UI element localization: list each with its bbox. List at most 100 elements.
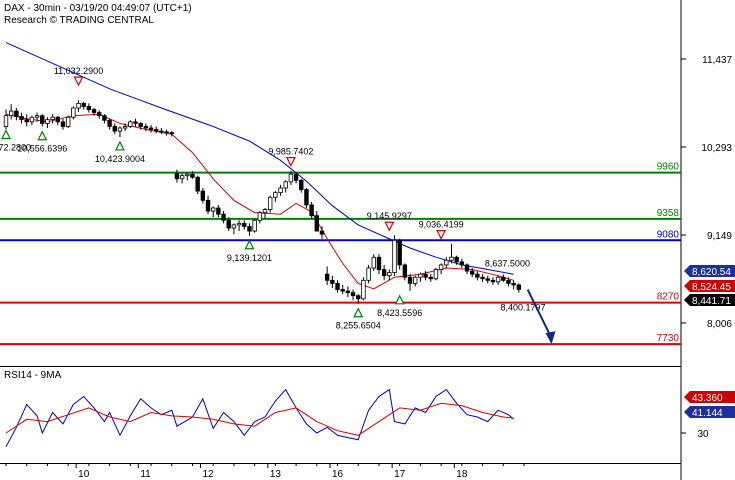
candle: [459, 258, 465, 268]
candle-body: [309, 204, 314, 217]
candle-body: [267, 196, 273, 210]
time-tick-label: 13: [270, 469, 282, 480]
annotation-label: 8,255.6504: [336, 321, 381, 331]
annotation-label: 9,139.1201: [227, 253, 272, 263]
candle-body: [356, 295, 361, 300]
candle: [485, 275, 490, 284]
candle: [392, 235, 397, 276]
candle-body: [350, 292, 356, 297]
candle: [133, 118, 138, 127]
candle-body: [392, 239, 397, 274]
low-marker-icon: [1, 129, 11, 140]
candle: [242, 220, 247, 230]
candle-body: [174, 172, 180, 180]
rsi-tag: [684, 391, 735, 403]
price-tag: [684, 280, 735, 292]
price-tick-label: 11,437: [702, 55, 732, 66]
candle-body: [231, 224, 237, 229]
time-tick-label: 17: [394, 469, 406, 480]
candle-body: [293, 173, 299, 181]
candle: [210, 206, 216, 218]
candle: [480, 274, 485, 282]
candle: [81, 101, 86, 110]
candle-body: [495, 276, 501, 283]
candle: [309, 201, 314, 219]
candle: [76, 100, 81, 112]
candle-body: [154, 129, 159, 132]
annotation-label: 10,556.6396: [17, 144, 67, 154]
price-tick-label: 9,149: [707, 231, 732, 242]
annotation-label: 9,985.7402: [268, 147, 313, 157]
annotation-label: 11,032.2900: [54, 66, 103, 76]
candle-body: [24, 119, 29, 123]
candle-body: [516, 284, 522, 290]
candle-body: [216, 207, 221, 215]
price-tag-label: 8,524.45: [692, 282, 731, 293]
annotation-label: 9,036.4199: [419, 220, 464, 230]
candle-body: [428, 276, 433, 280]
candle-body: [449, 256, 454, 261]
candle-body: [65, 116, 71, 127]
candle: [257, 211, 263, 224]
candle-body: [91, 109, 97, 114]
candle: [366, 264, 371, 284]
candle: [371, 254, 376, 272]
candle: [50, 114, 55, 124]
level-label-7730: 7730: [657, 333, 680, 344]
rsi-title: RSI14 - 9MA: [4, 370, 62, 381]
candle: [40, 114, 45, 127]
candle: [221, 211, 226, 224]
candle: [86, 103, 92, 113]
candle: [112, 123, 117, 135]
candle-body: [475, 273, 480, 278]
candle: [252, 218, 257, 233]
candle: [438, 263, 444, 275]
candle-body: [511, 282, 516, 286]
candle-body: [397, 239, 402, 266]
candle-body: [45, 119, 50, 124]
candle: [19, 112, 24, 124]
candle: [407, 274, 413, 291]
candle: [164, 129, 169, 136]
candle-body: [330, 279, 335, 284]
candle: [29, 115, 35, 125]
candle-body: [60, 121, 66, 127]
rsi-line: [5, 388, 514, 447]
candle: [91, 108, 97, 116]
candle: [283, 180, 288, 193]
candle: [464, 263, 470, 275]
level-label-9960: 9960: [657, 162, 680, 173]
candle-body: [164, 131, 169, 134]
price-tag: [684, 294, 735, 306]
price-tick-label: 10,293: [701, 143, 732, 154]
candle: [8, 104, 14, 120]
candle-body: [8, 110, 14, 117]
candle: [55, 115, 60, 125]
candle-body: [283, 181, 288, 189]
level-label-9080: 9080: [657, 229, 680, 240]
rsi-tag: [684, 406, 735, 418]
candle-body: [112, 126, 117, 132]
candle-body: [138, 122, 143, 127]
candle: [185, 172, 190, 181]
low-marker-icon: [37, 130, 48, 141]
candle-body: [76, 102, 81, 109]
annotation-label: 8,637.5000: [485, 258, 530, 268]
candle-body: [340, 289, 345, 292]
candle: [495, 275, 501, 285]
chart-title: DAX - 30min - 03/19/20 04:49:07 (UTC+1): [4, 3, 192, 14]
candle: [24, 114, 29, 127]
candle: [200, 188, 206, 204]
candle-body: [433, 269, 439, 280]
candle: [428, 274, 433, 282]
candle-body: [407, 276, 413, 284]
candle-body: [81, 102, 86, 107]
time-tick-label: 11: [140, 469, 151, 480]
candle: [402, 263, 408, 281]
candle-body: [200, 190, 206, 201]
candle-body: [71, 107, 76, 118]
candle-body: [387, 272, 392, 277]
high-marker-icon: [285, 157, 296, 167]
candle-body: [29, 116, 35, 123]
candle: [267, 195, 273, 213]
